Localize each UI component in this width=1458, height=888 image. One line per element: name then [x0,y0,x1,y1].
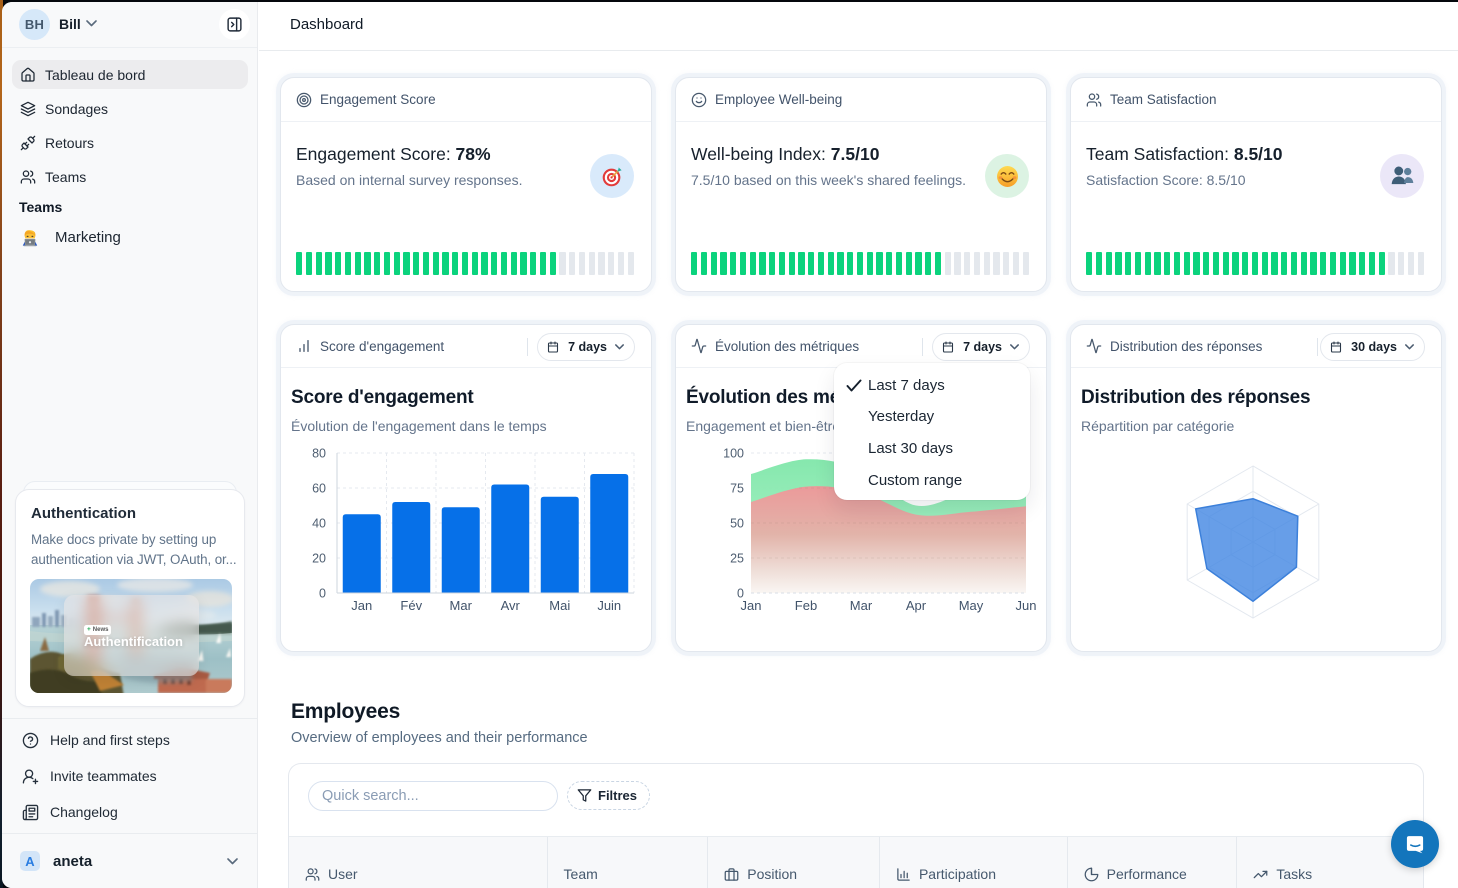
svg-text:Fév: Fév [400,598,422,613]
svg-text:Mai: Mai [549,598,570,613]
svg-text:Jan: Jan [741,598,762,613]
svg-text:20: 20 [312,552,326,566]
svg-text:Mar: Mar [450,598,473,613]
svg-text:Avr: Avr [501,598,521,613]
svg-text:Jun: Jun [1016,598,1037,613]
svg-text:75: 75 [730,482,744,496]
svg-text:Apr: Apr [906,598,927,613]
svg-text:60: 60 [312,482,326,496]
svg-text:25: 25 [730,552,744,566]
svg-text:Mar: Mar [850,598,873,613]
svg-text:Juin: Juin [597,598,621,613]
svg-text:0: 0 [737,587,744,601]
svg-text:Jan: Jan [351,598,372,613]
svg-text:50: 50 [730,517,744,531]
svg-text:May: May [959,598,984,613]
svg-text:80: 80 [312,447,326,461]
svg-text:40: 40 [312,517,326,531]
svg-text:100: 100 [723,447,744,461]
svg-text:0: 0 [319,587,326,601]
svg-text:Feb: Feb [795,598,817,613]
